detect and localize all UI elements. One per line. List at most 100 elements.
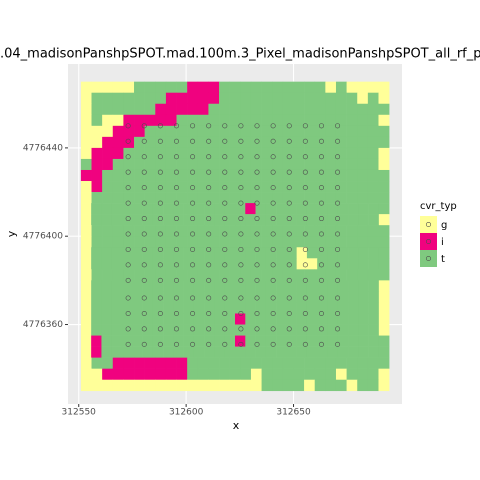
raster-cell (306, 302, 318, 314)
raster-cell (224, 346, 236, 358)
raster-cell (314, 225, 326, 237)
raster-cell (261, 136, 273, 149)
raster-cell (193, 302, 205, 314)
raster-cell (337, 313, 349, 325)
raster-cell (121, 280, 133, 292)
raster-cell (265, 247, 277, 259)
raster-cell (272, 368, 284, 381)
raster-cell (224, 247, 236, 259)
raster-cell (91, 81, 103, 94)
point (206, 277, 212, 283)
raster-cell (325, 269, 337, 281)
raster-cell (208, 92, 220, 105)
point (270, 200, 276, 206)
raster-cell (187, 92, 199, 105)
point (157, 277, 163, 283)
point (157, 185, 163, 191)
raster-cell (111, 335, 123, 347)
raster-cell (378, 346, 390, 358)
raster-cell (176, 192, 188, 204)
raster-cell (91, 379, 103, 392)
raster-cell (261, 368, 273, 381)
raster-cell (346, 136, 358, 149)
raster-cell (335, 147, 347, 160)
point (318, 154, 324, 160)
raster-cell (337, 346, 349, 358)
raster-cell (314, 114, 326, 127)
raster-cell (337, 258, 349, 270)
raster-cell (378, 368, 390, 381)
raster-cell (240, 357, 252, 369)
raster-cell (293, 368, 305, 381)
point (318, 310, 324, 316)
raster-cell (240, 169, 252, 182)
raster-cell (250, 114, 262, 127)
raster-cell (121, 335, 133, 347)
raster-cell (219, 269, 230, 281)
raster-cell (197, 181, 209, 193)
raster-cell (325, 225, 337, 237)
point (270, 216, 276, 222)
raster-cell (219, 181, 230, 193)
raster-cell (152, 324, 164, 336)
raster-cell (163, 247, 174, 259)
raster-cell (187, 357, 199, 369)
point (141, 326, 147, 332)
raster-cell (314, 158, 326, 171)
raster-cell (165, 103, 177, 116)
point (270, 154, 276, 160)
raster-cell (286, 335, 297, 347)
point (157, 262, 163, 268)
raster-cell (155, 368, 167, 381)
raster-cell (378, 92, 390, 105)
raster-cell (152, 203, 164, 215)
raster-cell (261, 92, 273, 105)
raster-cell (304, 147, 316, 160)
raster-cell (327, 313, 339, 325)
point (125, 277, 131, 283)
raster-cell (296, 302, 308, 314)
raster-cell (325, 357, 337, 369)
point (254, 295, 260, 301)
raster-cell (250, 158, 262, 171)
raster-cell (144, 192, 156, 204)
raster-cell (219, 147, 230, 160)
raster-cell (197, 379, 209, 392)
raster-cell (102, 103, 114, 116)
raster-cell (282, 136, 294, 149)
raster-cell (368, 214, 380, 226)
raster-cell (368, 324, 380, 336)
raster-cell (337, 335, 349, 347)
x-tick-label: 312550 (62, 408, 97, 418)
point (318, 123, 324, 129)
point (190, 341, 196, 347)
raster-cell (358, 335, 369, 347)
raster-cell (102, 236, 114, 248)
raster-cell (276, 291, 287, 303)
raster-cell (183, 302, 195, 314)
raster-cell (112, 147, 124, 160)
raster-cell (214, 302, 226, 314)
raster-cell (276, 247, 287, 259)
raster-cell (286, 247, 297, 259)
point (141, 216, 147, 222)
raster-cell (142, 324, 154, 336)
raster-cell (123, 125, 135, 138)
point (254, 216, 260, 222)
point (125, 200, 131, 206)
raster-cell (224, 203, 236, 215)
raster-cell (163, 214, 174, 226)
point (173, 154, 179, 160)
point (238, 295, 244, 301)
raster-cell (306, 346, 318, 358)
raster-cell (378, 291, 390, 303)
raster-cell (325, 368, 337, 381)
raster-cell (163, 258, 174, 270)
raster-cell (314, 192, 326, 204)
raster-cell (314, 379, 326, 392)
raster-cell (276, 258, 287, 270)
raster-cell (378, 214, 390, 226)
raster-cell (286, 258, 297, 270)
raster-cell (358, 258, 369, 270)
